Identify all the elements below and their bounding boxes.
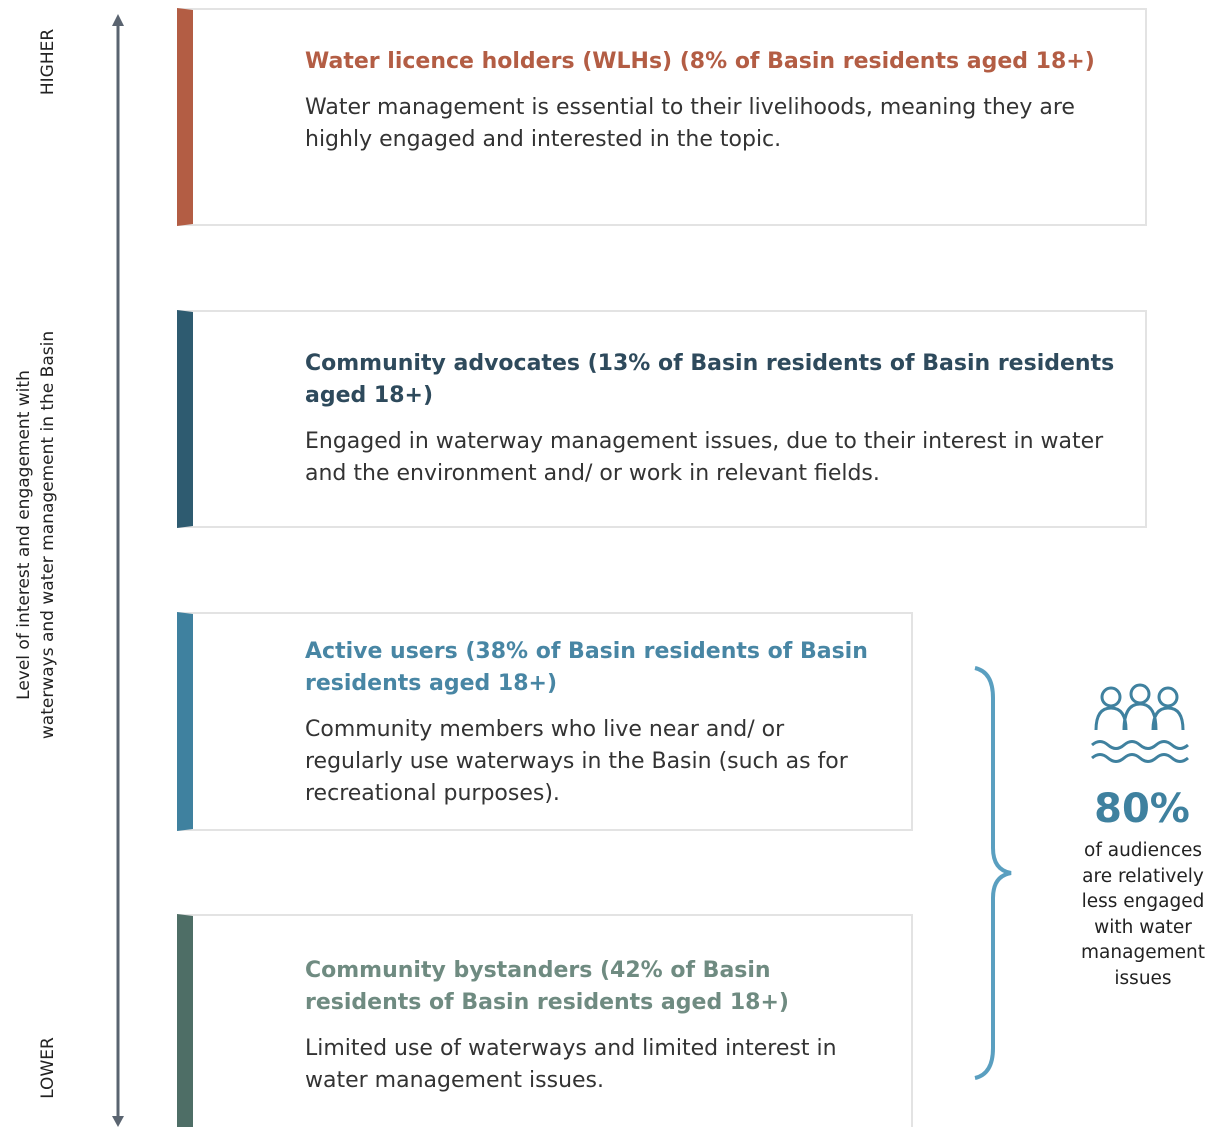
summary-text: of audiences are relatively less engaged… [1081, 840, 1205, 989]
card: Water licence holders (WLHs) (8% of Basi… [177, 8, 1147, 226]
card-description: Water management is essential to their l… [305, 95, 1075, 152]
card-title: Community bystanders (42% of Basin resid… [305, 958, 789, 1015]
card-description: Engaged in waterway management issues, d… [305, 429, 1104, 486]
card: Community advocates (13% of Basin reside… [177, 310, 1147, 528]
card-description: Community members who live near and/ or … [305, 717, 848, 806]
axis-bottom-label: LOWER [38, 1037, 58, 1099]
card: Community bystanders (42% of Basin resid… [177, 914, 913, 1127]
summary-figure: 80% [1094, 786, 1190, 832]
card-title: Community advocates (13% of Basin reside… [305, 351, 1115, 408]
card: Active users (38% of Basin residents of … [177, 612, 913, 831]
axis-title: Level of interest and engagement with [14, 370, 34, 700]
card-title: Water licence holders (WLHs) (8% of Basi… [305, 49, 1095, 74]
axis-top-label: HIGHER [38, 28, 58, 96]
card-title: Active users (38% of Basin residents of … [305, 639, 868, 696]
axis-title: waterways and water management in the Ba… [38, 330, 58, 740]
card-description: Limited use of waterways and limited int… [305, 1036, 837, 1093]
